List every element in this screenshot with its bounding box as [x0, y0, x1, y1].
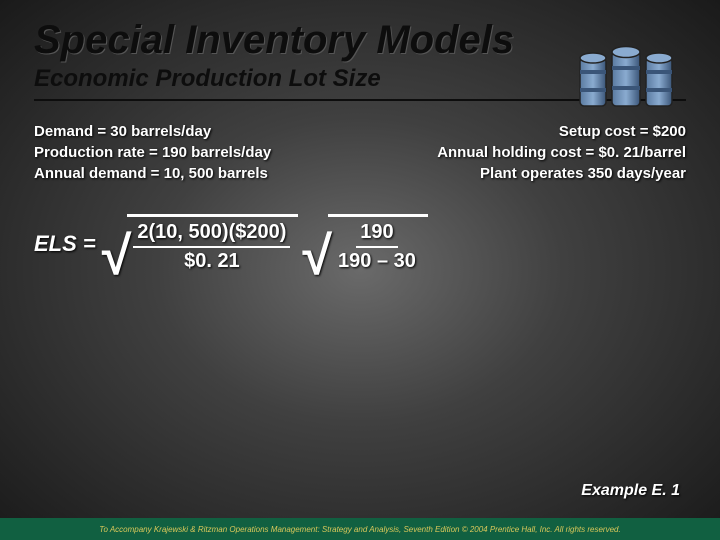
- param-demand: Demand = 30 barrels/day: [34, 121, 271, 142]
- footer-copyright: To Accompany Krajewski & Ritzman Operati…: [0, 518, 720, 540]
- param-holding-cost: Annual holding cost = $0. 21/barrel: [437, 142, 686, 163]
- slide: Special Inventory Models Economic Produc…: [0, 0, 720, 540]
- els-label: ELS =: [34, 231, 96, 257]
- els-formula: ELS = √ 2(10, 500)($200) $0. 21 √ 190 19…: [34, 214, 686, 273]
- fraction-2-num: 190: [356, 221, 397, 248]
- fraction-2-den: 190 – 30: [334, 248, 420, 273]
- param-setup-cost: Setup cost = $200: [437, 121, 686, 142]
- fraction-1-num: 2(10, 500)($200): [133, 221, 290, 248]
- parameters-row: Demand = 30 barrels/day Production rate …: [34, 121, 686, 184]
- fraction-1-den: $0. 21: [180, 248, 244, 273]
- param-days-per-year: Plant operates 350 days/year: [437, 163, 686, 184]
- param-annual-demand: Annual demand = 10, 500 barrels: [34, 163, 271, 184]
- parameters-left: Demand = 30 barrels/day Production rate …: [34, 121, 271, 184]
- example-label: Example E. 1: [581, 482, 680, 500]
- fraction-2: 190 190 – 30: [334, 221, 420, 273]
- sqrt-term-2: √ 190 190 – 30: [302, 214, 428, 273]
- fraction-1: 2(10, 500)($200) $0. 21: [133, 221, 290, 273]
- barrels-icon: [570, 30, 690, 120]
- sqrt-term-1: √ 2(10, 500)($200) $0. 21: [102, 214, 299, 273]
- param-production-rate: Production rate = 190 barrels/day: [34, 142, 271, 163]
- parameters-right: Setup cost = $200 Annual holding cost = …: [437, 121, 686, 184]
